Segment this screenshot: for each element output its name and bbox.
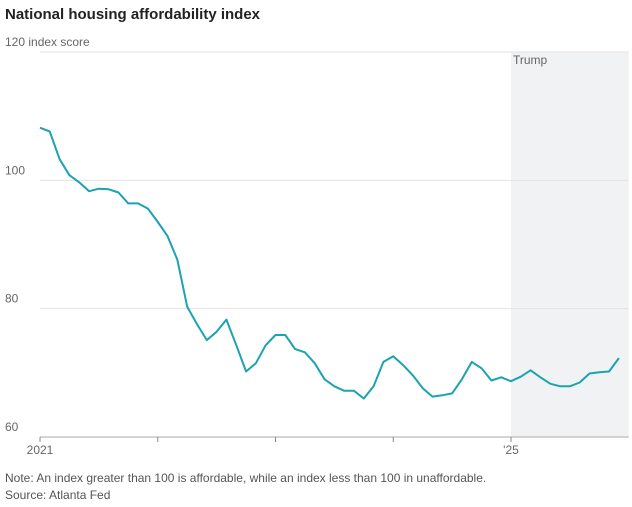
line	[39, 126, 620, 400]
y-tick-label: 120 index score	[5, 35, 90, 49]
y-tick-label: 60	[5, 420, 19, 434]
chart-title: National housing affordability index	[5, 6, 261, 23]
shaded-period	[511, 52, 629, 437]
y-tick-label: 80	[5, 292, 19, 306]
source: Source: Atlanta Fed	[5, 488, 110, 502]
note: Note: An index greater than 100 is affor…	[5, 471, 486, 485]
x-tick-label: 2021	[27, 443, 54, 457]
y-tick-label: 100	[5, 163, 25, 177]
shade-label: Trump	[513, 53, 548, 67]
x-tick-label: '25	[503, 443, 519, 457]
